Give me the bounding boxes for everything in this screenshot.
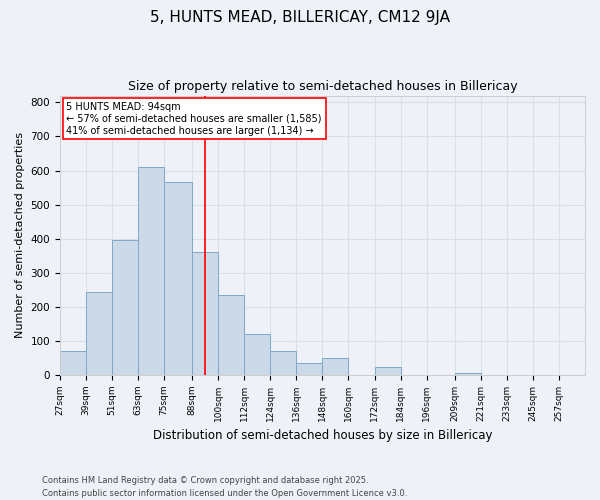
Bar [164, 182, 192, 375]
Bar [192, 252, 218, 375]
Text: 5, HUNTS MEAD, BILLERICAY, CM12 9JA: 5, HUNTS MEAD, BILLERICAY, CM12 9JA [150, 10, 450, 25]
Bar [138, 167, 164, 375]
Text: Contains HM Land Registry data © Crown copyright and database right 2025.
Contai: Contains HM Land Registry data © Crown c… [42, 476, 407, 498]
Y-axis label: Number of semi-detached properties: Number of semi-detached properties [15, 132, 25, 338]
X-axis label: Distribution of semi-detached houses by size in Billericay: Distribution of semi-detached houses by … [153, 430, 492, 442]
Title: Size of property relative to semi-detached houses in Billericay: Size of property relative to semi-detach… [128, 80, 517, 93]
Bar [322, 358, 349, 375]
Bar [86, 292, 112, 375]
Bar [218, 295, 244, 375]
Text: 5 HUNTS MEAD: 94sqm
← 57% of semi-detached houses are smaller (1,585)
41% of sem: 5 HUNTS MEAD: 94sqm ← 57% of semi-detach… [67, 102, 322, 136]
Bar [374, 366, 401, 375]
Bar [60, 351, 86, 375]
Bar [112, 240, 138, 375]
Bar [244, 334, 271, 375]
Bar [455, 374, 481, 375]
Bar [296, 363, 322, 375]
Bar [271, 351, 296, 375]
